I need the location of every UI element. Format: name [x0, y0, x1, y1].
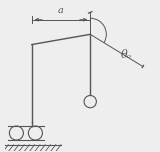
Text: θₒ: θₒ [121, 50, 132, 60]
Text: a: a [58, 6, 64, 15]
